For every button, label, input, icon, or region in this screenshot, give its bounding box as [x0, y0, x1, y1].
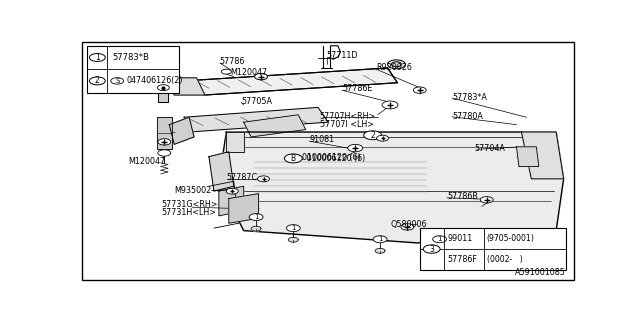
Text: (0002-   ): (0002- ): [487, 255, 522, 264]
Text: 57786B: 57786B: [447, 192, 478, 201]
Polygon shape: [251, 226, 261, 231]
Polygon shape: [219, 132, 564, 243]
Text: 57783*A: 57783*A: [452, 92, 487, 101]
Circle shape: [388, 60, 405, 69]
Polygon shape: [194, 68, 397, 95]
Text: 1: 1: [254, 214, 259, 220]
Circle shape: [227, 188, 238, 194]
Text: 57731G<RH>: 57731G<RH>: [162, 200, 218, 209]
Text: 57704A: 57704A: [474, 144, 505, 153]
Polygon shape: [184, 108, 328, 132]
Circle shape: [376, 135, 388, 141]
Text: 57711D: 57711D: [326, 51, 358, 60]
Text: 57783*B: 57783*B: [112, 53, 149, 62]
Text: 57780A: 57780A: [452, 111, 483, 121]
Polygon shape: [435, 248, 445, 253]
Circle shape: [158, 139, 171, 145]
Polygon shape: [219, 186, 244, 216]
Polygon shape: [158, 73, 168, 102]
Text: 57707H<RH>: 57707H<RH>: [319, 111, 376, 121]
Text: 57786: 57786: [220, 57, 245, 66]
Text: 57787C: 57787C: [227, 173, 258, 182]
Text: 1: 1: [95, 53, 100, 62]
Circle shape: [221, 69, 231, 74]
Text: 2: 2: [95, 76, 100, 85]
Text: 010006120 (6): 010006120 (6): [301, 153, 360, 163]
Circle shape: [286, 225, 300, 232]
Circle shape: [157, 85, 169, 91]
Polygon shape: [289, 237, 298, 242]
Text: 91081: 91081: [309, 135, 334, 144]
Circle shape: [158, 150, 171, 156]
Text: Q580006: Q580006: [391, 220, 428, 229]
Circle shape: [413, 87, 426, 93]
Text: (9705-0001): (9705-0001): [487, 234, 534, 243]
Text: 57786F: 57786F: [447, 255, 477, 264]
Circle shape: [90, 53, 106, 61]
Polygon shape: [209, 152, 234, 191]
Text: M120047: M120047: [129, 157, 166, 166]
Circle shape: [423, 245, 440, 253]
Text: 57705A: 57705A: [241, 97, 272, 106]
Circle shape: [382, 101, 398, 109]
Circle shape: [373, 236, 387, 243]
Text: R920026: R920026: [376, 63, 412, 72]
Text: 1: 1: [378, 236, 382, 242]
Polygon shape: [227, 132, 244, 152]
Text: 57731H<LH>: 57731H<LH>: [162, 208, 217, 217]
Text: 3: 3: [429, 244, 434, 253]
Text: 047406126(2): 047406126(2): [126, 76, 182, 85]
Polygon shape: [244, 115, 306, 137]
Polygon shape: [157, 117, 172, 149]
Circle shape: [90, 77, 106, 85]
Circle shape: [348, 144, 363, 152]
Bar: [88, 46, 179, 92]
Polygon shape: [522, 132, 564, 179]
Text: 1: 1: [291, 225, 296, 231]
Circle shape: [255, 73, 268, 80]
Text: 2: 2: [371, 131, 375, 140]
Text: 010006120 (6): 010006120 (6): [304, 154, 365, 163]
Polygon shape: [375, 248, 385, 253]
Bar: [420, 228, 566, 270]
Circle shape: [401, 224, 414, 230]
Circle shape: [480, 196, 493, 203]
Polygon shape: [516, 147, 539, 166]
Polygon shape: [229, 194, 259, 223]
Polygon shape: [169, 117, 194, 144]
Text: M935002: M935002: [174, 186, 211, 195]
Text: 1: 1: [437, 236, 442, 242]
Circle shape: [392, 62, 401, 67]
Circle shape: [433, 236, 447, 243]
Polygon shape: [167, 78, 205, 95]
Text: A591001085: A591001085: [515, 268, 566, 277]
Circle shape: [364, 131, 381, 140]
Circle shape: [111, 78, 124, 84]
Text: S: S: [115, 78, 120, 84]
Circle shape: [249, 213, 263, 220]
Text: 57707I <LH>: 57707I <LH>: [319, 120, 374, 129]
Circle shape: [257, 176, 269, 182]
Text: B: B: [291, 154, 296, 163]
Text: M120047: M120047: [230, 68, 267, 77]
Text: 99011: 99011: [447, 234, 472, 243]
Circle shape: [284, 154, 302, 163]
Text: 57786E: 57786E: [342, 84, 372, 93]
